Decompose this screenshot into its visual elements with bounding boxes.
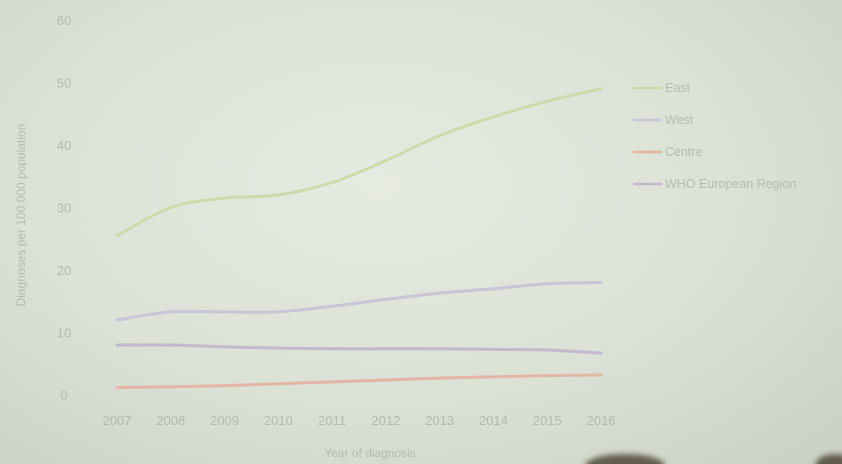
legend: East West Centre WHO European Region <box>633 81 796 191</box>
y-axis-label: Diagnoses per 100 000 population <box>14 124 28 307</box>
y-tick-label: 50 <box>57 76 71 91</box>
y-tick-label: 20 <box>57 263 71 278</box>
foreground-shadow <box>815 454 842 464</box>
series-line-east <box>115 87 603 238</box>
y-tick-label: 30 <box>57 201 71 216</box>
x-tick-label: 2016 <box>587 413 616 428</box>
legend-label: WHO European Region <box>665 177 796 191</box>
x-tick-label: 2015 <box>533 413 562 428</box>
legend-item: Centre <box>633 145 703 159</box>
x-tick-label: 2007 <box>103 413 132 428</box>
x-tick-label: 2008 <box>156 413 185 428</box>
series-line-west <box>115 281 603 322</box>
y-tick-label: 60 <box>57 13 71 28</box>
series-line-who-european-region <box>115 343 603 355</box>
foreground-shadow <box>585 454 665 464</box>
legend-item: West <box>633 113 694 127</box>
x-tick-label: 2009 <box>210 413 239 428</box>
y-axis-ticks: 0 10 20 30 40 50 60 <box>57 13 71 403</box>
x-axis-ticks: 2007 2008 2009 2010 2011 2012 2013 2014 2015 2016 <box>103 413 616 428</box>
y-tick-label: 40 <box>57 138 71 153</box>
series-lines <box>115 87 603 389</box>
x-tick-label: 2012 <box>371 413 400 428</box>
legend-label: East <box>665 81 691 95</box>
series-line-centre <box>115 373 603 389</box>
legend-label: West <box>665 113 694 127</box>
x-tick-label: 2013 <box>425 413 454 428</box>
x-tick-label: 2010 <box>264 413 293 428</box>
y-tick-label: 10 <box>57 326 71 341</box>
legend-label: Centre <box>665 145 703 159</box>
x-tick-label: 2011 <box>318 413 346 428</box>
legend-item: WHO European Region <box>633 177 796 191</box>
legend-item: East <box>633 81 691 95</box>
x-tick-label: 2014 <box>479 413 508 428</box>
y-tick-label: 0 <box>60 388 67 403</box>
x-axis-label: Year of diagnosis <box>324 446 416 460</box>
